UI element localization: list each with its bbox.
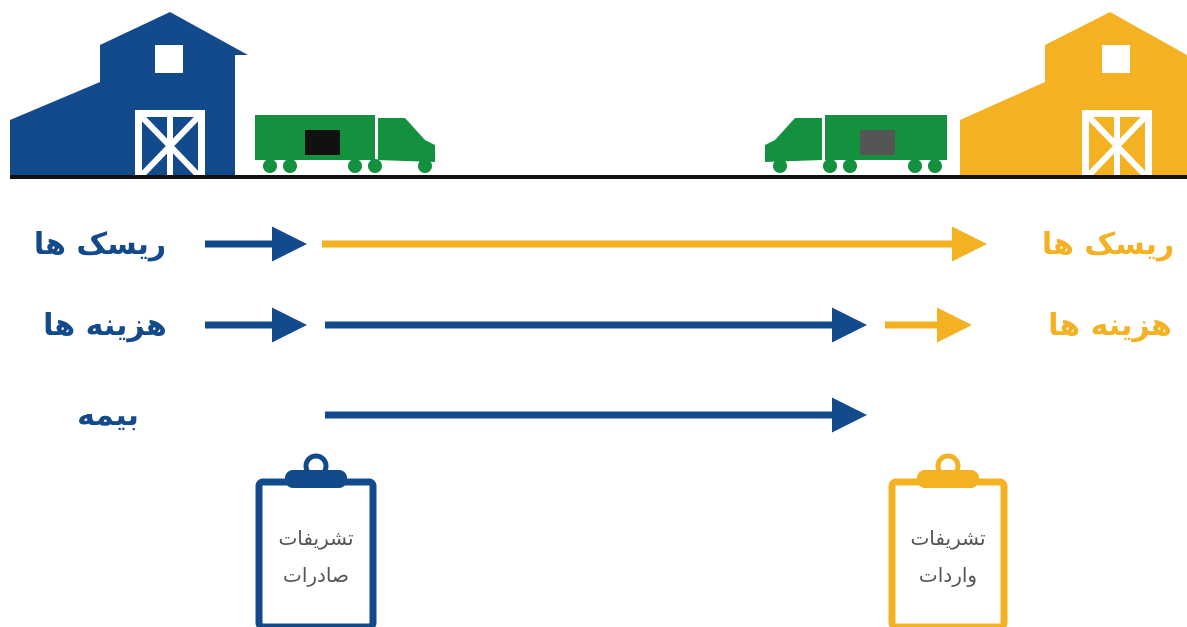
clipboard-text: تشریفات xyxy=(278,526,353,550)
row-label: بیمه xyxy=(77,398,139,433)
row-label: هزینه ها xyxy=(1048,308,1172,343)
clipboard-text: صادرات xyxy=(283,563,349,587)
row-label: ریسک ها xyxy=(34,227,166,262)
arrows xyxy=(205,244,980,415)
import-barn xyxy=(960,12,1187,175)
diagram: ریسک ها هزینه ها بیمه ریسک ها هزینه ها ت… xyxy=(0,0,1187,627)
export-barn xyxy=(10,12,248,175)
import-clipboard: تشریفات واردات xyxy=(892,456,1004,627)
import-truck xyxy=(765,115,947,173)
row-label: هزینه ها xyxy=(43,308,167,343)
clipboard-text: تشریفات xyxy=(910,526,985,550)
export-truck xyxy=(255,115,435,173)
row-label: ریسک ها xyxy=(1042,227,1174,262)
export-clipboard: تشریفات صادرات xyxy=(259,456,373,627)
clipboard-text: واردات xyxy=(919,563,977,587)
page: ریسک ها هزینه ها بیمه ریسک ها هزینه ها ت… xyxy=(0,0,1187,627)
